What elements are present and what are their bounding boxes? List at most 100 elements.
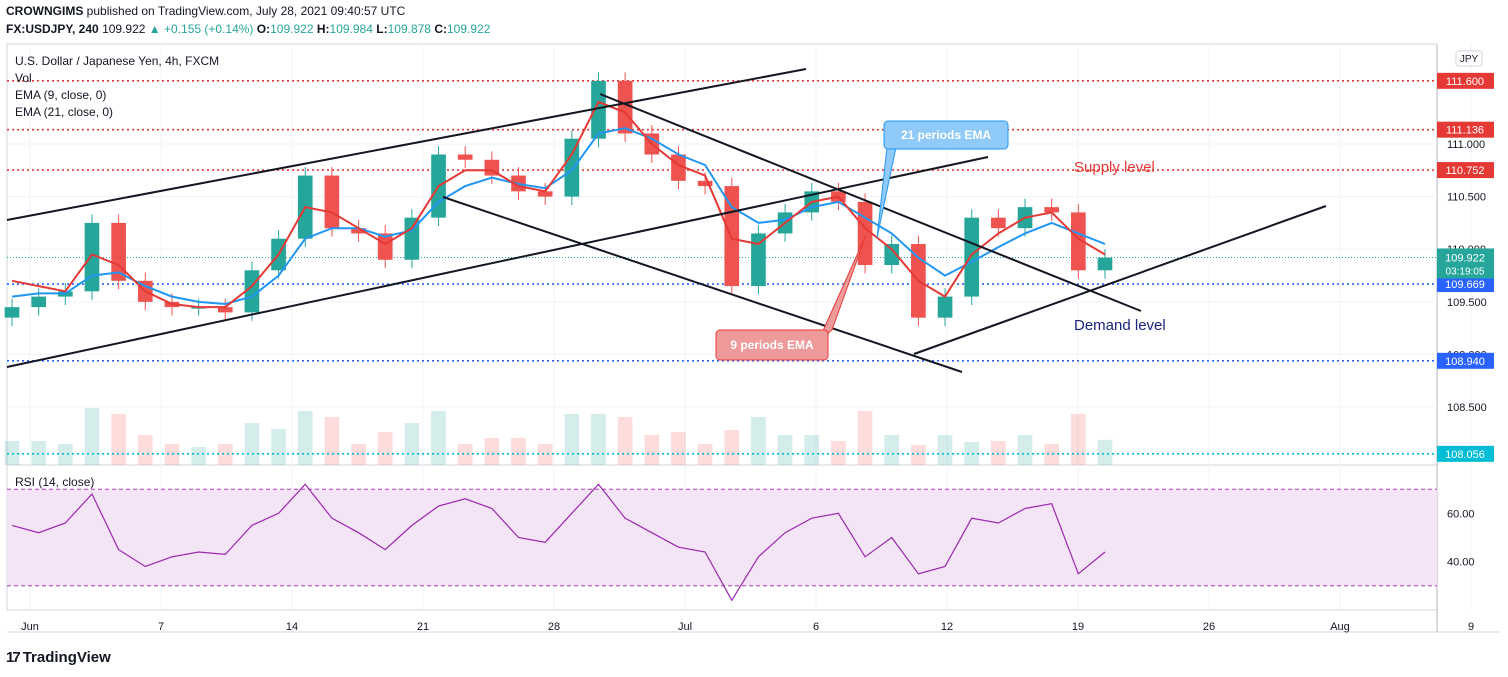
publish-header: CROWNGIMS published on TradingView.com, … — [6, 4, 405, 18]
ema9-legend: EMA (9, close, 0) — [15, 88, 106, 102]
volume-bar — [1044, 444, 1060, 465]
countdown-text: 03:19:05 — [1446, 266, 1485, 277]
time-tick-label: 12 — [941, 621, 953, 633]
tradingview-wordmark: TradingView — [22, 649, 111, 666]
level-price-text: 110.752 — [1446, 165, 1485, 177]
volume-bar — [31, 441, 46, 465]
candle-body — [564, 138, 580, 197]
volume-bar — [244, 423, 260, 465]
volume-bar — [911, 445, 926, 465]
volume-bar — [617, 417, 633, 465]
volume-bar — [1017, 435, 1033, 465]
supply-level-label: Supply level — [1074, 159, 1155, 176]
candle-body — [964, 217, 980, 297]
ema21-callout-box — [883, 120, 1009, 150]
volume-bar — [857, 411, 873, 465]
candle-body — [217, 307, 233, 313]
price-tick-label: 111.000 — [1447, 139, 1485, 151]
support-trendline[interactable] — [913, 205, 1327, 355]
vol-legend: Vol — [15, 71, 32, 85]
publisher-name: CROWNGIMS — [6, 4, 84, 18]
level-price-text: 111.600 — [1446, 76, 1484, 88]
high-label: H: — [316, 22, 330, 36]
candle-body — [884, 243, 900, 266]
channel-upper-trendline[interactable] — [6, 68, 807, 221]
falling-channel-lower[interactable] — [442, 196, 963, 373]
level-price-tag — [1437, 352, 1494, 369]
ema9-callout-text: 9 periods EMA — [730, 338, 814, 352]
time-tick-label: Aug — [1330, 621, 1350, 633]
time-tick-label: 19 — [1072, 621, 1084, 633]
candle-body — [31, 296, 46, 308]
candle-body — [351, 228, 366, 234]
tradingview-logo: 17 TradingView — [6, 649, 111, 666]
volume-bar — [191, 447, 206, 465]
volume-bar — [4, 441, 20, 465]
rsi-line — [11, 483, 1106, 602]
level-price-tag — [1437, 276, 1494, 293]
candle-body — [697, 180, 713, 187]
time-tick-label: 6 — [813, 621, 819, 633]
volume-bar — [751, 417, 766, 465]
candle-body — [1071, 212, 1086, 271]
candle-body — [991, 217, 1006, 229]
demand-level-label: Demand level — [1074, 317, 1166, 334]
volume-bar — [644, 435, 660, 465]
current-price-text: 109.922 — [1445, 252, 1485, 264]
currency-badge-text: JPY — [1460, 54, 1479, 65]
time-tick-label: 14 — [286, 621, 298, 633]
candle-body — [751, 233, 766, 287]
volume-bar — [591, 414, 606, 465]
volume-bar — [777, 435, 793, 465]
time-tick-label: Jun — [21, 621, 39, 633]
volume-bar — [831, 441, 846, 465]
candle-body — [537, 191, 553, 197]
low-value: 109.878 — [387, 22, 431, 36]
volume-bar — [937, 435, 953, 465]
ema21-line — [11, 127, 1106, 306]
time-tick-label: Jul — [678, 621, 692, 633]
currency-badge[interactable] — [1455, 50, 1483, 67]
time-tick-label: 9 — [1468, 621, 1474, 633]
volume-bar — [991, 441, 1006, 465]
price-tick-label: 109.500 — [1447, 297, 1487, 309]
time-tick-label: 21 — [417, 621, 429, 633]
volume-bar — [484, 438, 500, 465]
candle-body — [724, 186, 740, 287]
time-tick-label: 7 — [158, 621, 164, 633]
ema9-line — [11, 100, 1106, 309]
close-label: C: — [434, 22, 447, 36]
open-label: O: — [256, 22, 271, 36]
level-price-tag — [1437, 121, 1494, 138]
channel-lower-trendline[interactable] — [6, 156, 989, 368]
volume-bar — [697, 444, 713, 465]
symbol-header: FX:USDJPY, 240 109.922 ▲ +0.155 (+0.14%)… — [6, 22, 490, 36]
falling-channel-upper[interactable] — [599, 93, 1142, 312]
candle-body — [4, 307, 20, 318]
level-price-text: 111.136 — [1446, 125, 1484, 137]
level-price-tag — [1437, 162, 1494, 179]
volume-bar — [511, 438, 526, 465]
published-text: published on TradingView.com, July 28, 2… — [86, 4, 406, 18]
volume-bar — [377, 432, 393, 465]
rsi-tick-label: 60.00 — [1447, 508, 1475, 520]
rsi-tick-label: 40.00 — [1447, 557, 1475, 569]
volume-bar — [724, 430, 740, 465]
last-price: 109.922 — [102, 22, 146, 36]
price-change: +0.155 (+0.14%) — [164, 22, 254, 36]
price-tick-label: 108.500 — [1447, 402, 1487, 414]
candle-body — [1097, 257, 1113, 271]
close-value: 109.922 — [447, 22, 491, 36]
level-price-tag — [1437, 72, 1494, 89]
level-price-text: 108.056 — [1445, 449, 1485, 461]
volume-bar — [217, 444, 233, 465]
volume-bar — [457, 444, 473, 465]
volume-bar — [964, 442, 980, 465]
ema21-legend: EMA (21, close, 0) — [15, 105, 113, 119]
candle-body — [111, 222, 126, 281]
volume-bar — [671, 432, 686, 465]
ema21-callout-text: 21 periods EMA — [901, 128, 991, 142]
level-price-tag — [1437, 445, 1494, 462]
volume-bar — [804, 435, 820, 465]
